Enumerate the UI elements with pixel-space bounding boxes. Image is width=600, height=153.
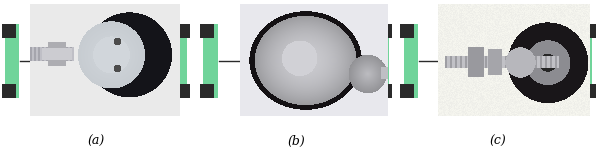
Text: (a): (a) bbox=[88, 134, 104, 147]
Bar bbox=[400, 84, 414, 98]
Bar bbox=[5, 24, 19, 98]
Text: (c): (c) bbox=[490, 134, 506, 147]
Bar bbox=[404, 24, 418, 98]
Bar bbox=[2, 84, 16, 98]
Bar bbox=[374, 24, 389, 98]
Bar bbox=[582, 24, 596, 38]
Bar bbox=[200, 24, 214, 38]
Bar bbox=[582, 84, 596, 98]
Bar bbox=[378, 84, 392, 98]
Bar bbox=[400, 24, 414, 38]
Bar bbox=[173, 24, 187, 98]
Bar bbox=[378, 24, 392, 38]
Bar bbox=[200, 84, 214, 98]
Bar bbox=[578, 24, 592, 98]
Bar bbox=[176, 24, 190, 38]
Text: (b): (b) bbox=[287, 134, 305, 147]
Bar bbox=[203, 24, 218, 98]
Bar bbox=[2, 24, 16, 38]
Bar bbox=[176, 84, 190, 98]
